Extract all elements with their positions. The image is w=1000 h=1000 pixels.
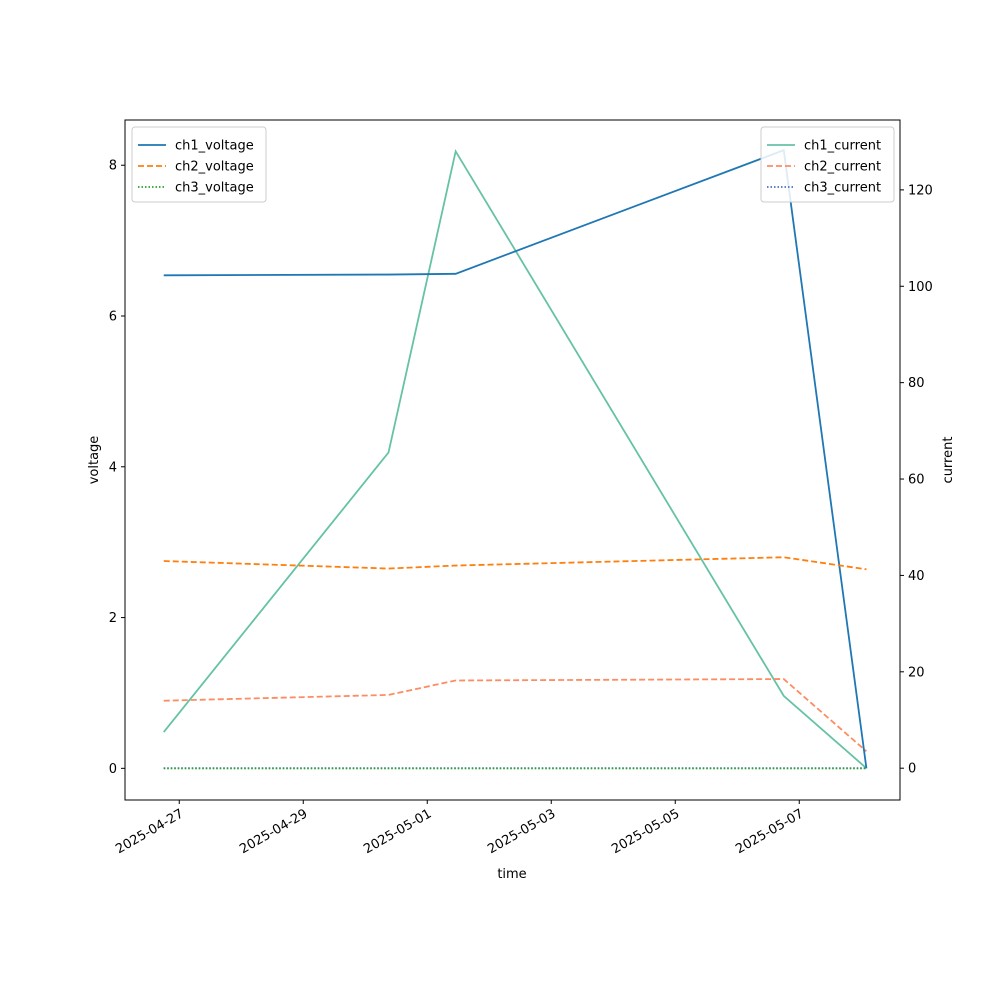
- series-line-ch2-voltage: [163, 556, 867, 571]
- legend-label-ch3-current: ch3_current: [804, 181, 881, 196]
- legend-left: ch1_voltage ch2_voltage ch3_voltage: [131, 126, 267, 203]
- series-line-ch2-current: [163, 678, 868, 753]
- x-tick-label: 2025-04-29: [237, 806, 310, 857]
- y-right-tick-label: 0: [908, 762, 916, 777]
- x-tick-label: 2025-04-27: [113, 806, 186, 857]
- y-left-tick-label: 4: [109, 460, 117, 475]
- legend-label-ch2-current: ch2_current: [804, 160, 881, 175]
- y-left-tick-label: 2: [109, 611, 117, 626]
- y-right-tick-label: 40: [908, 569, 925, 584]
- legend-right: ch1_current ch2_current ch3_current: [760, 126, 895, 203]
- series-line-ch1-voltage: [163, 148, 868, 769]
- y-left-tick-label: 8: [109, 159, 117, 174]
- series-line-ch1-current: [163, 148, 868, 769]
- legend-label-ch1-current: ch1_current: [804, 139, 881, 154]
- x-tick-label: 2025-05-03: [485, 806, 558, 857]
- y-left-tick-label: 0: [109, 762, 117, 777]
- x-axis: 2025-04-27 2025-04-29 2025-05-01 2025-05-03…: [113, 800, 806, 857]
- legend-label-ch2-voltage: ch2_voltage: [175, 160, 254, 175]
- y-right-tick-label: 80: [908, 376, 925, 391]
- legend-label-ch3-voltage: ch3_voltage: [175, 181, 254, 196]
- y-right-tick-label: 100: [908, 280, 933, 295]
- y-right-tick-label: 20: [908, 665, 925, 680]
- y-right-tick-label: 60: [908, 473, 925, 488]
- x-axis-label: time: [497, 867, 526, 882]
- y-axis-right-label: current: [941, 437, 956, 484]
- x-tick-label: 2025-05-01: [361, 806, 434, 857]
- series-layer: [163, 148, 868, 770]
- y-axis-left: 0 2 4 6 8: [109, 159, 125, 777]
- y-axis-right: 0 20 40 60 80 100 120: [900, 183, 933, 777]
- x-tick-label: 2025-05-07: [733, 806, 806, 857]
- y-left-tick-label: 6: [109, 310, 117, 325]
- x-tick-label: 2025-05-05: [609, 806, 682, 857]
- y-right-tick-label: 120: [908, 183, 933, 198]
- y-axis-left-label: voltage: [87, 436, 102, 485]
- plot-frame: [124, 119, 901, 801]
- legend-label-ch1-voltage: ch1_voltage: [175, 139, 254, 154]
